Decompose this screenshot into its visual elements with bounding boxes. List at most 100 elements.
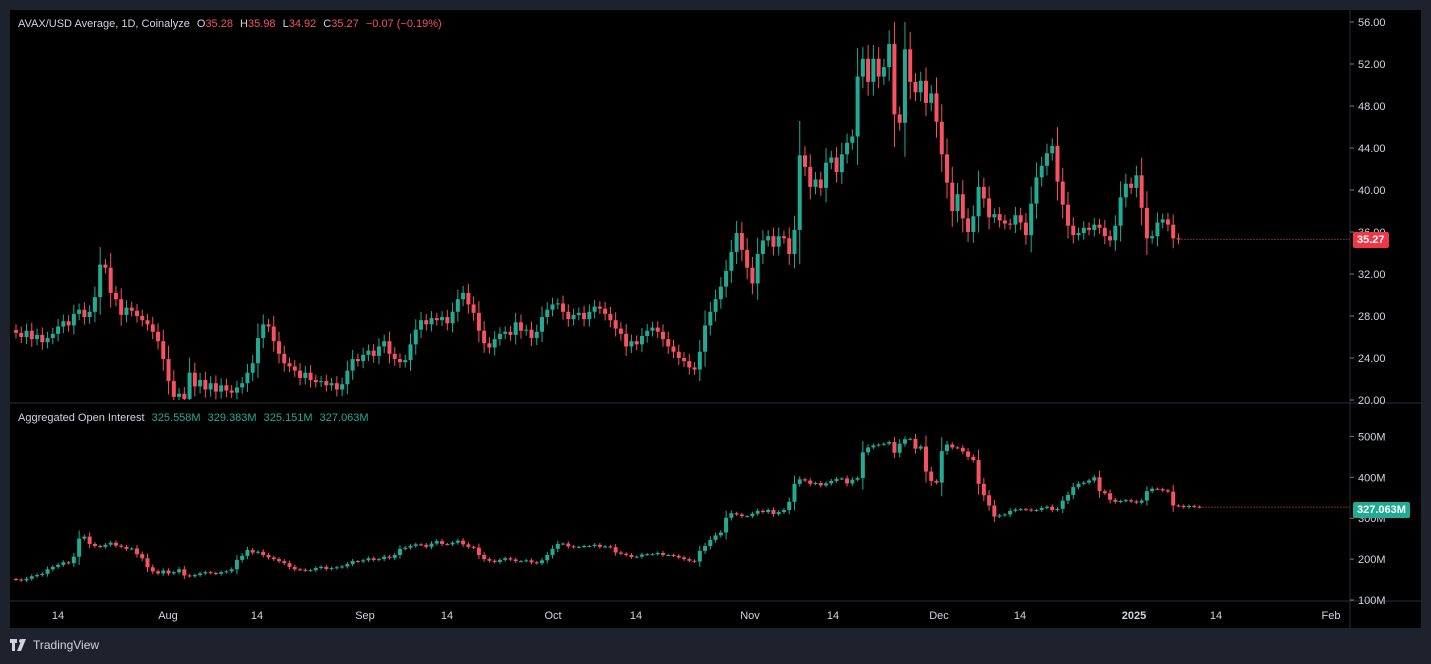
oi-body xyxy=(287,563,292,567)
price-candle xyxy=(161,329,166,371)
price-candle xyxy=(708,301,713,336)
price-body xyxy=(550,304,555,310)
oi-body xyxy=(1108,493,1113,500)
price-body xyxy=(187,372,192,399)
price-body xyxy=(371,350,376,356)
oi-candle xyxy=(382,554,387,562)
price-candle xyxy=(629,334,634,354)
price-candle xyxy=(492,331,497,356)
price-body xyxy=(24,330,29,337)
oi-candle xyxy=(834,477,839,483)
price-body xyxy=(766,236,771,241)
oi-body xyxy=(245,550,250,556)
oi-body xyxy=(892,442,897,453)
price-candle xyxy=(760,230,765,265)
oi-body xyxy=(555,543,560,549)
price-body xyxy=(713,299,718,312)
price-body xyxy=(1155,222,1160,237)
price-candle xyxy=(471,296,476,321)
price-body xyxy=(902,49,907,123)
oi-body xyxy=(850,479,855,484)
price-body xyxy=(818,179,823,188)
oi-body xyxy=(140,554,145,559)
price-body xyxy=(487,343,492,348)
oi-body xyxy=(213,573,218,574)
oi-candle xyxy=(566,541,571,549)
oi-candle xyxy=(1113,497,1118,504)
price-body xyxy=(1165,219,1170,225)
oi-candle xyxy=(666,553,671,557)
oi-body xyxy=(797,479,802,484)
oi-body xyxy=(1018,509,1023,511)
oi-body xyxy=(113,542,118,546)
oi-body xyxy=(682,557,687,560)
x-tick-label: 14 xyxy=(630,610,642,622)
oi-candle xyxy=(124,544,129,551)
price-body xyxy=(1092,224,1097,230)
price-body xyxy=(1113,225,1118,241)
oi-body xyxy=(1139,500,1144,503)
price-body xyxy=(639,335,644,345)
oi-candle xyxy=(1018,507,1023,511)
tradingview-logo[interactable]: TradingView xyxy=(10,638,99,652)
oi-body xyxy=(40,573,45,576)
oi-candle xyxy=(697,545,702,567)
price-body xyxy=(608,313,613,321)
price-body xyxy=(245,372,250,384)
price-candle xyxy=(56,319,61,342)
price-candle xyxy=(776,227,781,256)
price-body xyxy=(203,380,208,390)
oi-candle xyxy=(1176,504,1181,508)
price-candle xyxy=(1160,213,1165,229)
price-body xyxy=(355,359,360,362)
price-body xyxy=(1129,183,1134,188)
oi-candle xyxy=(224,569,229,574)
chart-area[interactable]: 56.0052.0048.0044.0040.0036.0032.0028.00… xyxy=(10,10,1421,628)
price-candle xyxy=(382,334,387,354)
oi-candle xyxy=(192,573,197,578)
price-candle xyxy=(781,230,786,244)
price-candle xyxy=(992,208,997,224)
price-candle xyxy=(14,324,18,339)
oi-candle xyxy=(724,510,729,540)
price-candle xyxy=(745,238,750,280)
price-candle xyxy=(1165,212,1170,232)
oi-candle xyxy=(366,556,371,563)
price-candle xyxy=(313,374,318,388)
price-body xyxy=(534,331,539,339)
price-candle xyxy=(24,323,29,345)
oi-body xyxy=(976,460,981,484)
oi-body xyxy=(1050,506,1055,510)
price-body xyxy=(82,309,87,318)
price-body xyxy=(282,353,287,364)
oi-candle xyxy=(403,546,408,551)
oi-body xyxy=(582,546,587,547)
price-candle xyxy=(561,295,566,320)
oi-candle xyxy=(555,540,560,552)
oi-body xyxy=(387,556,392,558)
price-candle xyxy=(182,387,187,400)
oi-candle xyxy=(92,542,97,548)
low-label: L xyxy=(282,18,289,30)
oi-body xyxy=(319,566,324,569)
price-legend: AVAX/USD Average, 1D, Coinalyze O35.28 H… xyxy=(18,17,446,31)
oi-body xyxy=(839,478,844,480)
price-body xyxy=(629,341,634,347)
price-body xyxy=(461,292,466,300)
oi-body xyxy=(429,543,434,547)
oi-candle xyxy=(750,511,755,519)
price-candle xyxy=(177,387,182,400)
price-body xyxy=(566,311,571,320)
chart-canvas[interactable]: 56.0052.0048.0044.0040.0036.0032.0028.00… xyxy=(10,10,1421,628)
oi-candle xyxy=(14,577,18,581)
oi-body xyxy=(755,510,760,514)
price-body xyxy=(40,334,45,343)
oi-candle xyxy=(587,544,592,548)
price-body xyxy=(750,267,755,284)
price-body xyxy=(513,322,518,335)
price-candle xyxy=(292,360,297,377)
oi-body xyxy=(413,544,418,546)
price-body xyxy=(666,339,671,347)
price-candle xyxy=(976,170,981,233)
oi-y-tick-label: 400M xyxy=(1358,472,1386,484)
